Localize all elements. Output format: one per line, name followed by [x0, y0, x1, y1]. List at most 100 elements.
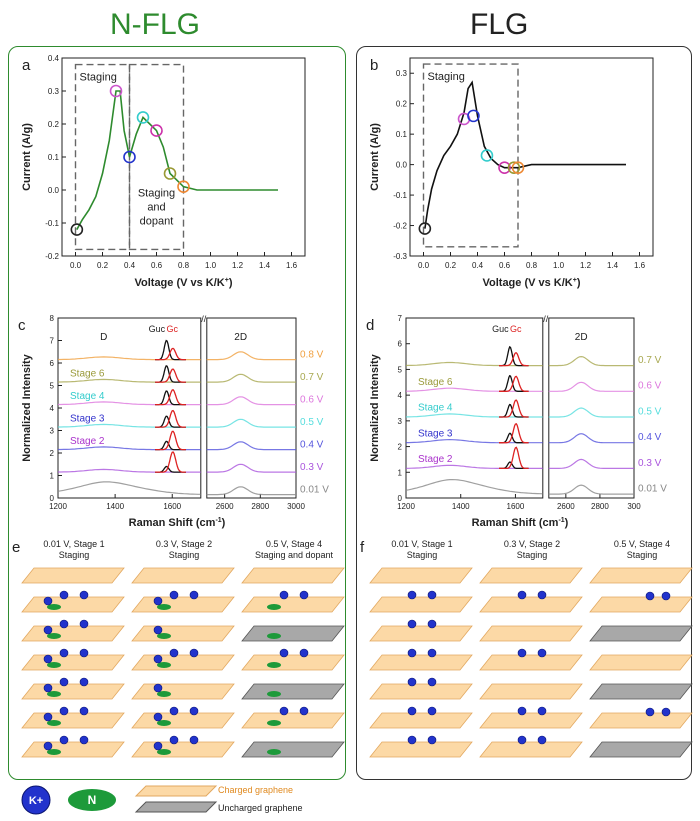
voltage-label: 0.3 V — [300, 462, 324, 473]
potassium-ion — [153, 683, 163, 693]
voltage-label: 0.01 V — [300, 484, 329, 495]
charged-graphene-layer — [131, 654, 235, 671]
potassium-ion — [169, 590, 179, 600]
voltage-label: 0.8 V — [300, 349, 324, 360]
g-uncharged-fit — [499, 461, 529, 470]
raman-trace-2d — [548, 484, 634, 495]
potassium-ion — [427, 619, 437, 629]
voltage-label: 0.3 V — [638, 458, 662, 469]
stage-label: Stage 4 — [418, 403, 453, 414]
voltage-marker — [177, 180, 190, 193]
voltage-label: 0.5 V — [300, 417, 324, 428]
potassium-ion — [169, 648, 179, 658]
nitrogen-dopant — [267, 720, 281, 726]
x-tick-label: 3000 — [287, 502, 305, 511]
charged-graphene-layer — [369, 683, 473, 700]
x-tick-label: 1600 — [507, 502, 525, 511]
x-tick-label: 0.0 — [418, 261, 430, 270]
schematic-header: 0.01 V, Stage 1 — [43, 539, 104, 549]
uncharged-graphene-layer — [241, 683, 345, 700]
panel-letter: b — [370, 57, 378, 74]
schematic-header: 0.01 V, Stage 1 — [391, 539, 452, 549]
y-tick-label: -0.2 — [45, 252, 59, 261]
charged-graphene-layer — [131, 567, 235, 584]
raman-band-label: Guc — [492, 324, 509, 334]
potassium-ion — [169, 735, 179, 745]
charged-graphene-layer — [369, 741, 473, 758]
uncharged-graphene-layer — [589, 741, 693, 758]
box-label: Staging — [138, 188, 175, 200]
nflg-panel-frame — [8, 46, 346, 780]
raman-trace-2d — [206, 373, 296, 383]
charged-graphene-layer — [479, 741, 583, 758]
uncharged-graphene-layer — [589, 625, 693, 642]
potassium-ion — [279, 590, 289, 600]
x-tick-label: 0.4 — [124, 261, 136, 270]
charged-graphene-layer — [241, 567, 345, 584]
raman-trace — [405, 479, 543, 495]
stage-label: Stage 3 — [418, 428, 453, 439]
nitrogen-dopant — [157, 633, 171, 639]
potassium-ion — [43, 683, 53, 693]
potassium-ion — [59, 619, 69, 629]
charged-graphene-layer — [369, 596, 473, 613]
legend-uncharged-label: Uncharged graphene — [218, 803, 303, 813]
voltage-marker — [507, 161, 521, 174]
charged-graphene-layer — [589, 654, 693, 671]
charged-graphene-layer — [21, 654, 125, 671]
y-tick-label: 0.2 — [396, 100, 408, 109]
voltage-marker — [109, 84, 123, 98]
y-tick-label: 7 — [398, 314, 403, 323]
raman-trace-2d — [206, 463, 296, 473]
g-charged-fit — [499, 423, 529, 444]
schematic-header: Staging — [517, 550, 548, 560]
potassium-ion — [427, 735, 437, 745]
potassium-ion — [189, 706, 199, 716]
potassium-ion — [153, 712, 163, 722]
voltage-marker — [136, 111, 150, 124]
voltage-marker — [70, 223, 84, 236]
x-tick-label: 1.6 — [286, 261, 298, 270]
raman-trace-2d — [548, 355, 634, 367]
schematic-header: Staging — [627, 550, 658, 560]
potassium-ion — [153, 625, 163, 635]
raman-band-label: 2D — [575, 332, 588, 343]
dashed-region-box — [422, 63, 519, 248]
voltage-marker — [498, 161, 511, 174]
y-tick-label: 0 — [50, 494, 55, 503]
box-label: Staging — [80, 72, 117, 84]
charged-graphene-layer — [131, 625, 235, 642]
voltage-marker — [467, 109, 480, 123]
g-uncharged-fit — [155, 440, 186, 451]
potassium-ion — [407, 590, 417, 600]
x-tick-label: 300 — [627, 502, 641, 511]
y-tick-label: 7 — [50, 337, 55, 346]
nitrogen-dopant — [267, 662, 281, 668]
y-tick-label: -0.1 — [45, 219, 59, 228]
x-axis-label: Raman Shift (cm-1) — [129, 517, 226, 529]
x-tick-label: 0.6 — [499, 261, 511, 270]
axis-break: // — [543, 314, 549, 324]
y-tick-label: -0.1 — [393, 191, 407, 200]
y-tick-label: 0.1 — [396, 130, 408, 139]
raman-trace — [57, 481, 201, 495]
potassium-ion — [59, 648, 69, 658]
x-tick-label: 0.8 — [178, 261, 190, 270]
x-tick-label: 1.4 — [607, 261, 619, 270]
potassium-ion — [279, 648, 289, 658]
x-tick-label: 2600 — [216, 502, 234, 511]
potassium-ion — [427, 706, 437, 716]
charged-graphene-layer — [369, 712, 473, 729]
charged-graphene-layer — [479, 596, 583, 613]
potassium-ion — [299, 648, 309, 658]
raman-band-label: 2D — [234, 332, 247, 343]
stage-label: Stage 2 — [418, 454, 453, 465]
potassium-ion — [645, 591, 655, 601]
box-label: dopant — [140, 216, 174, 228]
g-uncharged-fit — [499, 432, 529, 444]
x-tick-label: 1.2 — [232, 261, 244, 270]
box-label: and — [147, 202, 165, 214]
y-tick-label: 0.3 — [48, 87, 60, 96]
y-tick-label: 0.0 — [48, 186, 60, 195]
raman-band-label: Gc — [510, 324, 522, 334]
